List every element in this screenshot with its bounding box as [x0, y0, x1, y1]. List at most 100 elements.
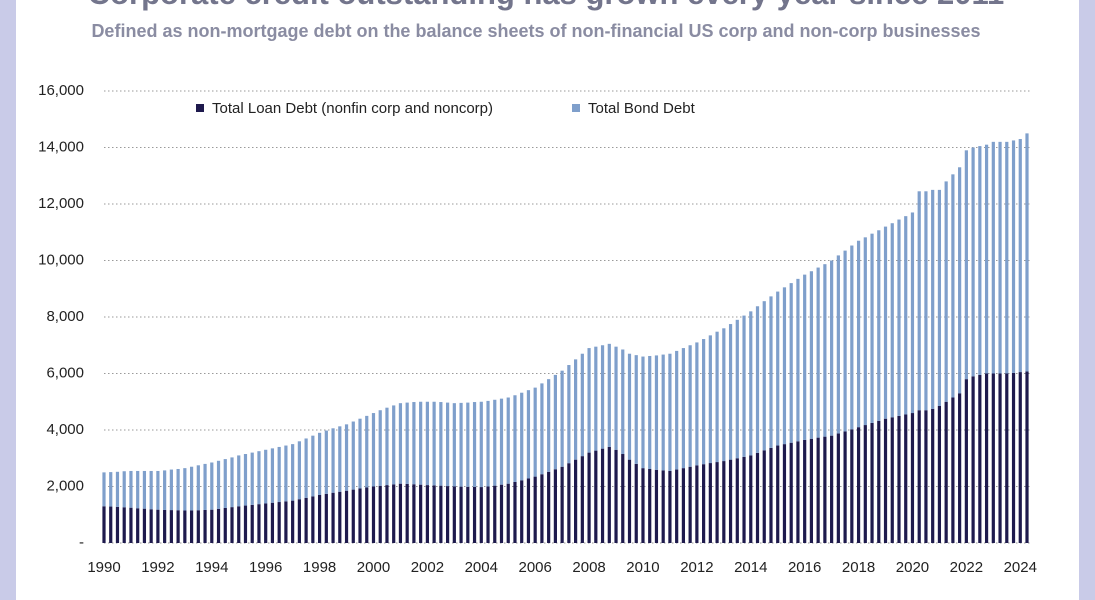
bar-segment: [264, 449, 268, 504]
bar-segment: [163, 470, 167, 510]
bar-segment: [196, 510, 200, 543]
bar-segment: [587, 348, 591, 453]
bar-segment: [1005, 141, 1009, 374]
bar-segment: [169, 469, 173, 511]
bar-segment: [405, 483, 409, 543]
bar-segment: [486, 400, 490, 487]
bar-segment: [533, 387, 537, 477]
bar-segment: [237, 455, 241, 507]
bar-segment: [291, 500, 295, 543]
bar-segment: [210, 509, 214, 543]
bar-segment: [533, 476, 537, 543]
bar-segment: [621, 454, 625, 543]
y-tick-label: 14,000: [38, 138, 84, 155]
bar-segment: [472, 402, 477, 487]
bar-segment: [823, 264, 827, 437]
bar-segment: [809, 438, 814, 543]
bar-segment: [419, 401, 423, 485]
bar-segment: [998, 373, 1002, 543]
bar-segment: [897, 415, 901, 543]
bar-segment: [567, 365, 571, 464]
bar-segment: [890, 417, 894, 543]
x-tick-label: 1998: [303, 559, 336, 576]
bar-segment: [796, 441, 800, 543]
bar-segment: [547, 471, 551, 543]
bar-segment: [398, 403, 403, 484]
bar-segment: [937, 405, 942, 543]
bar-segment: [910, 212, 915, 414]
legend-swatch: [196, 104, 204, 112]
bar-segment: [183, 468, 187, 511]
bar-segment: [169, 510, 173, 543]
x-tick-label: 2004: [465, 559, 498, 576]
bar-segment: [223, 459, 227, 508]
bar-segment: [924, 191, 928, 411]
bar-segment: [317, 494, 322, 543]
bar-segment: [1011, 140, 1016, 373]
bar-segment: [506, 397, 510, 484]
bar-segment: [129, 507, 133, 543]
bar-segment: [782, 444, 787, 543]
y-tick-label: 10,000: [38, 251, 84, 268]
bar-segment: [991, 141, 995, 374]
bar-segment: [317, 432, 322, 495]
bar-segment: [257, 504, 261, 543]
bar-segment: [486, 486, 490, 543]
bar-segment: [863, 237, 867, 426]
bar-segment: [796, 278, 800, 442]
bar-segment: [189, 466, 194, 511]
bar-segment: [661, 354, 665, 471]
bar-segment: [681, 348, 686, 469]
bar-segment: [520, 480, 524, 543]
bar-segment: [216, 460, 221, 509]
bar-segment: [277, 446, 281, 503]
bar-segment: [971, 376, 975, 543]
bar-segment: [1018, 372, 1022, 543]
bar-segment: [324, 430, 328, 494]
bar-segment: [843, 431, 847, 543]
chart-title: Corporate credit outstanding has grown e…: [88, 0, 1005, 11]
bar-segment: [648, 468, 652, 543]
bar-segment: [385, 407, 389, 486]
bar-segment: [405, 402, 409, 484]
bar-segment: [910, 413, 915, 543]
bar-segment: [789, 283, 793, 443]
bar-segment: [425, 401, 429, 486]
bar-segment: [964, 150, 968, 380]
bar-segment: [284, 501, 288, 543]
bar-segment: [762, 450, 766, 543]
bar-segment: [344, 424, 349, 491]
bar-segment: [702, 464, 706, 543]
bar-segment: [634, 355, 638, 464]
bar-segment: [378, 485, 382, 543]
bar-segment: [668, 470, 672, 543]
bar-segment: [951, 397, 955, 543]
bar-segment: [324, 493, 328, 543]
bar-segment: [493, 485, 497, 543]
bar-segment: [277, 502, 281, 543]
bar-segment: [776, 291, 780, 446]
bar-segment: [762, 301, 766, 451]
bar-segment: [284, 445, 288, 502]
bar-segment: [365, 487, 369, 543]
y-tick-label: -: [79, 534, 84, 551]
y-tick-label: 12,000: [38, 195, 84, 212]
bar-segment: [722, 328, 726, 462]
bar-segment: [136, 508, 140, 543]
bar-segment: [230, 507, 234, 543]
y-tick-label: 4,000: [46, 421, 84, 438]
bar-segment: [809, 271, 814, 439]
bar-segment: [493, 399, 497, 486]
bar-segment: [196, 465, 200, 511]
bar-segment: [547, 379, 551, 472]
x-tick-label: 1992: [141, 559, 174, 576]
legend-swatch: [572, 104, 580, 112]
bar-segment: [115, 471, 120, 507]
bar-segment: [870, 233, 874, 423]
x-tick-label: 2020: [896, 559, 929, 576]
bar-segment: [472, 486, 477, 543]
bar-segment: [728, 324, 733, 460]
bar-segment: [574, 359, 578, 460]
bar-segment: [304, 497, 308, 543]
y-tick-label: 2,000: [46, 477, 84, 494]
